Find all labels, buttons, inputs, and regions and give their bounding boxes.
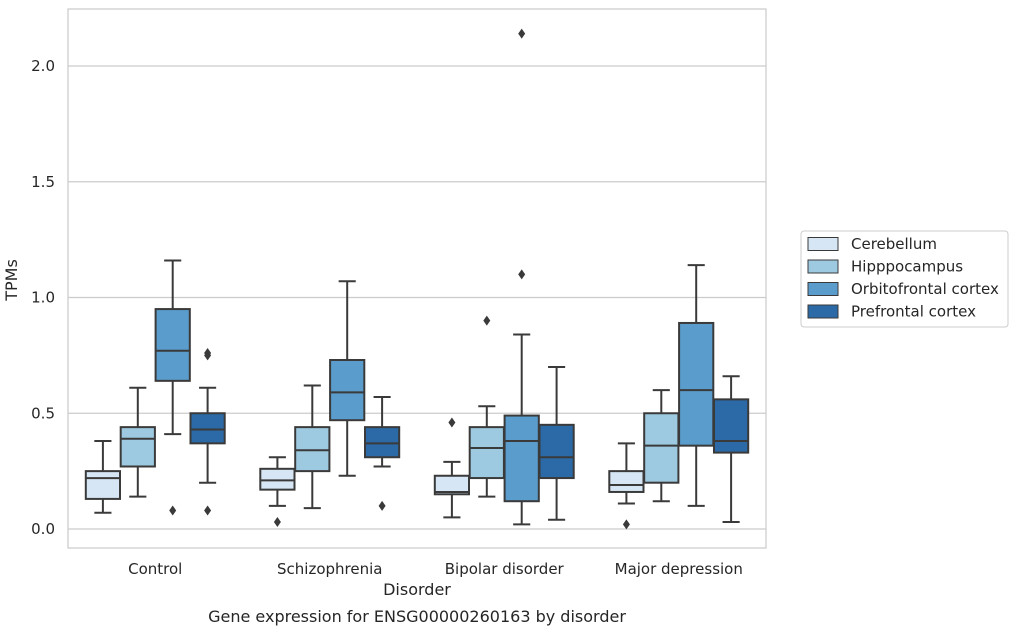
box-3-3 <box>712 375 750 524</box>
outlier-point <box>169 505 177 516</box>
outlier-point <box>448 417 456 428</box>
box-1-0 <box>259 456 296 528</box>
x-tick-label: Control <box>128 560 182 578</box>
iqr-box <box>294 426 331 473</box>
y-tick-labels: 0.0 0.5 1.0 1.5 2.0 <box>31 57 55 538</box>
box-1-1 <box>294 384 331 510</box>
iqr-box <box>363 426 401 459</box>
legend-frame <box>800 230 1009 328</box>
iqr-box <box>119 426 156 468</box>
box-2-1 <box>468 315 505 498</box>
outlier-point <box>518 28 526 39</box>
x-tick-label: Schizophrenia <box>277 560 382 578</box>
iqr-box <box>643 412 680 484</box>
iqr-box <box>608 470 645 493</box>
x-axis-label: Disorder <box>383 580 451 599</box>
legend-label: Hipppocampus <box>851 258 963 276</box>
iqr-box <box>468 426 505 480</box>
outlier-point <box>204 505 212 516</box>
plot-frame <box>67 8 767 549</box>
iqr-box <box>712 398 750 454</box>
outlier-point <box>273 517 281 528</box>
box-3-2 <box>678 264 715 507</box>
outlier-point <box>378 500 386 511</box>
legend-swatch <box>807 282 839 296</box>
y-tick-label: 2.0 <box>31 57 55 75</box>
legend-label: Orbitofrontal cortex <box>851 280 999 298</box>
y-tick-label: 0.5 <box>31 404 55 422</box>
legend-swatch <box>807 259 839 274</box>
iqr-box <box>503 414 540 503</box>
box-2-2 <box>503 28 540 526</box>
x-tick-label: Major depression <box>615 560 743 578</box>
iqr-box <box>259 467 296 491</box>
outlier-point <box>518 269 526 280</box>
y-tick-label: 1.5 <box>31 173 55 191</box>
iqr-box <box>189 412 226 445</box>
iqr-box <box>678 321 715 447</box>
legend-swatch <box>807 237 839 251</box>
legend-swatch <box>807 304 839 319</box>
legend: Cerebellum Hipppocampus Orbitofrontal cort… <box>800 230 1009 328</box>
outlier-point <box>204 348 212 359</box>
box-0-2 <box>154 259 191 436</box>
iqr-box <box>329 359 366 422</box>
outlier-point <box>622 519 630 530</box>
box-series <box>84 28 750 530</box>
y-axis-label: TPMs <box>2 259 21 302</box>
x-tick-labels: Control Schizophrenia Bipolar disorder Majo… <box>128 560 743 578</box>
legend-label: Prefrontal cortex <box>851 303 976 321</box>
chart-title: Gene expression for ENSG00000260163 by d… <box>208 607 626 626</box>
box-2-3 <box>538 365 575 521</box>
box-1-2 <box>329 280 366 477</box>
box-0-3 <box>189 348 226 516</box>
iqr-box <box>433 474 471 496</box>
box-1-3 <box>363 396 401 511</box>
box-3-1 <box>643 389 680 503</box>
iqr-box <box>154 308 191 382</box>
y-tick-label: 0.0 <box>31 520 55 538</box>
box-2-0 <box>433 417 471 519</box>
box-0-1 <box>119 386 156 498</box>
outlier-point <box>483 315 491 326</box>
box-3-0 <box>608 442 645 530</box>
y-tick-label: 1.0 <box>31 289 55 307</box>
x-tick-label: Bipolar disorder <box>445 560 565 578</box>
box-0-0 <box>84 440 122 514</box>
iqr-box <box>538 423 575 480</box>
legend-label: Cerebellum <box>851 235 937 253</box>
iqr-box <box>84 470 122 500</box>
